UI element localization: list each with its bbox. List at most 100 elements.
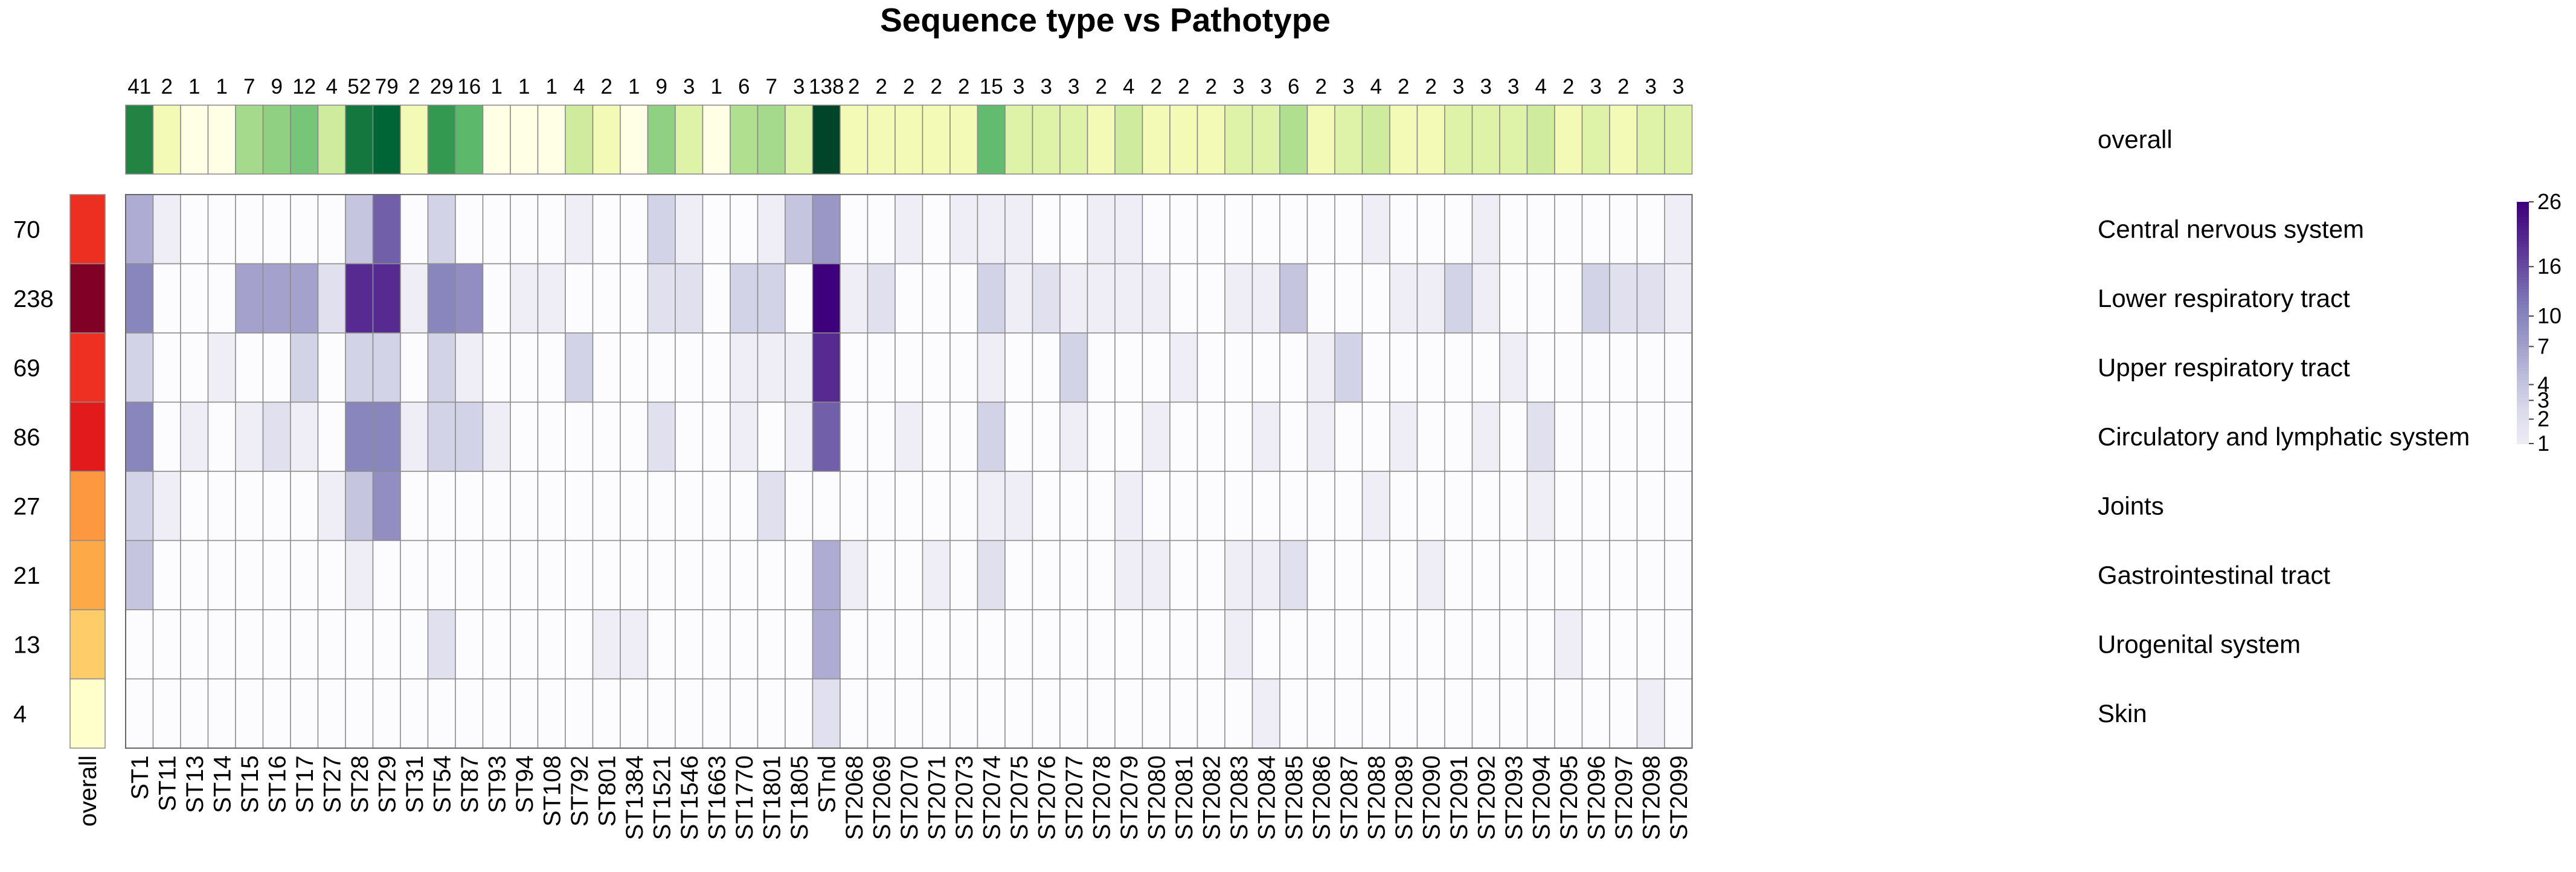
- legend-tick-label: 2: [2537, 407, 2549, 431]
- heatmap-cell: [427, 194, 456, 265]
- column-count-label: 3: [1480, 75, 1492, 99]
- heatmap-cell: [1389, 609, 1418, 680]
- heatmap-cell: [1526, 609, 1555, 680]
- row-label: Lower respiratory tract: [2098, 284, 2350, 312]
- row-label: Upper respiratory tract: [2098, 353, 2350, 381]
- row-total-label: 21: [13, 563, 40, 589]
- column-label: ST2086: [1308, 755, 1335, 840]
- heatmap-cell: [1499, 332, 1528, 403]
- column-label: ST29: [374, 755, 400, 813]
- heatmap-cell: [1609, 540, 1638, 610]
- legend-gradient-step: [2517, 380, 2529, 384]
- heatmap-cell: [372, 401, 401, 472]
- heatmap-cell: [730, 332, 759, 403]
- heatmap-cell: [922, 263, 951, 334]
- heatmap-cell: [400, 194, 429, 265]
- heatmap-cell: [702, 263, 731, 334]
- heatmap-cell: [482, 194, 511, 265]
- heatmap-cell: [207, 263, 236, 334]
- heatmap-cell: [565, 678, 594, 749]
- heatmap-cell: [1032, 194, 1061, 265]
- heatmap-cell: [867, 194, 896, 265]
- legend-gradient-step: [2517, 425, 2529, 429]
- legend-tick-label: 3: [2537, 388, 2549, 413]
- heatmap-cell: [125, 678, 154, 749]
- heatmap-cell: [235, 678, 264, 749]
- heatmap-cell: [207, 540, 236, 610]
- heatmap-cell: [592, 332, 621, 403]
- heatmap-cell: [537, 332, 566, 403]
- heatmap-cell: [895, 609, 923, 680]
- heatmap-cell: [1664, 263, 1693, 334]
- heatmap-cell: [1444, 678, 1473, 749]
- legend-gradient-step: [2517, 329, 2529, 332]
- row-label: Circulatory and lymphatic system: [2098, 422, 2470, 451]
- heatmap-cell: [895, 194, 923, 265]
- overall-cell: [867, 105, 896, 175]
- heatmap-cell: [207, 471, 236, 541]
- heatmap-cell: [372, 263, 401, 334]
- legend-gradient-step: [2517, 410, 2529, 414]
- column-count-label: 2: [1398, 75, 1409, 99]
- overall-cell: [1361, 105, 1390, 175]
- heatmap-cell: [1636, 471, 1665, 541]
- heatmap-cell: [1142, 263, 1171, 334]
- heatmap-cell: [895, 471, 923, 541]
- heatmap-cell: [922, 678, 951, 749]
- heatmap-cell: [1471, 678, 1500, 749]
- heatmap-cell: [949, 471, 978, 541]
- overall-cell: [345, 105, 374, 175]
- heatmap-cell: [867, 609, 896, 680]
- column-count-label: 9: [656, 75, 667, 99]
- heatmap-cell: [757, 332, 786, 403]
- heatmap-cell: [1004, 263, 1033, 334]
- overall-cell: [1471, 105, 1500, 175]
- heatmap-cell: [180, 678, 209, 749]
- legend-gradient-step: [2517, 271, 2529, 275]
- heatmap-cell: [1032, 401, 1061, 472]
- heatmap-cell: [565, 332, 594, 403]
- column-count-label: 2: [1151, 75, 1162, 99]
- overall-cell: [1279, 105, 1308, 175]
- column-labels: ST1 ST11 ST13 ST14 ST15 ST16 ST17 ST27 ST28 ST29 S…: [127, 755, 1692, 840]
- column-label: STnd: [814, 755, 840, 813]
- legend-gradient-step: [2517, 226, 2529, 230]
- heatmap-cell: [1251, 194, 1280, 265]
- overall-cell: [482, 105, 511, 175]
- column-count-label: 3: [683, 75, 695, 99]
- heatmap-cell: [1361, 332, 1390, 403]
- row-total-label: 69: [13, 355, 40, 381]
- heatmap-cell: [482, 471, 511, 541]
- heatmap-cell: [949, 609, 978, 680]
- overall-cell: [510, 105, 539, 175]
- heatmap-cell: [482, 263, 511, 334]
- legend-gradient-step: [2517, 341, 2529, 344]
- heatmap-cell: [455, 540, 484, 610]
- heatmap-cell: [592, 678, 621, 749]
- column-count-label: 2: [903, 75, 914, 99]
- column-label: ST801: [594, 755, 620, 827]
- heatmap-cell: [1114, 332, 1143, 403]
- heatmap-cell: [1004, 332, 1033, 403]
- row-total-cell: [69, 332, 106, 403]
- heatmap-cell: [620, 332, 649, 403]
- heatmap-cell: [1306, 401, 1335, 472]
- heatmap-cell: [290, 540, 319, 610]
- overall-row: overall: [125, 105, 2173, 175]
- legend-gradient-step: [2517, 223, 2529, 227]
- column-label: ST11: [154, 755, 181, 812]
- column-label: ST31: [402, 755, 428, 813]
- column-count-label: 2: [931, 75, 942, 99]
- column-count-label: 16: [457, 75, 481, 99]
- overall-cell: [152, 105, 181, 175]
- legend-gradient-step: [2517, 259, 2529, 263]
- heatmap-cell: [1416, 609, 1445, 680]
- heatmap-cell: [1004, 540, 1033, 610]
- heatmap-cell: [1087, 332, 1116, 403]
- heatmap-cell: [125, 332, 154, 403]
- overall-cell: [290, 105, 319, 175]
- legend-gradient-step: [2517, 422, 2529, 426]
- heatmap-cell: [482, 401, 511, 472]
- legend-tick-label: 10: [2537, 303, 2562, 328]
- heatmap-cell: [510, 263, 539, 334]
